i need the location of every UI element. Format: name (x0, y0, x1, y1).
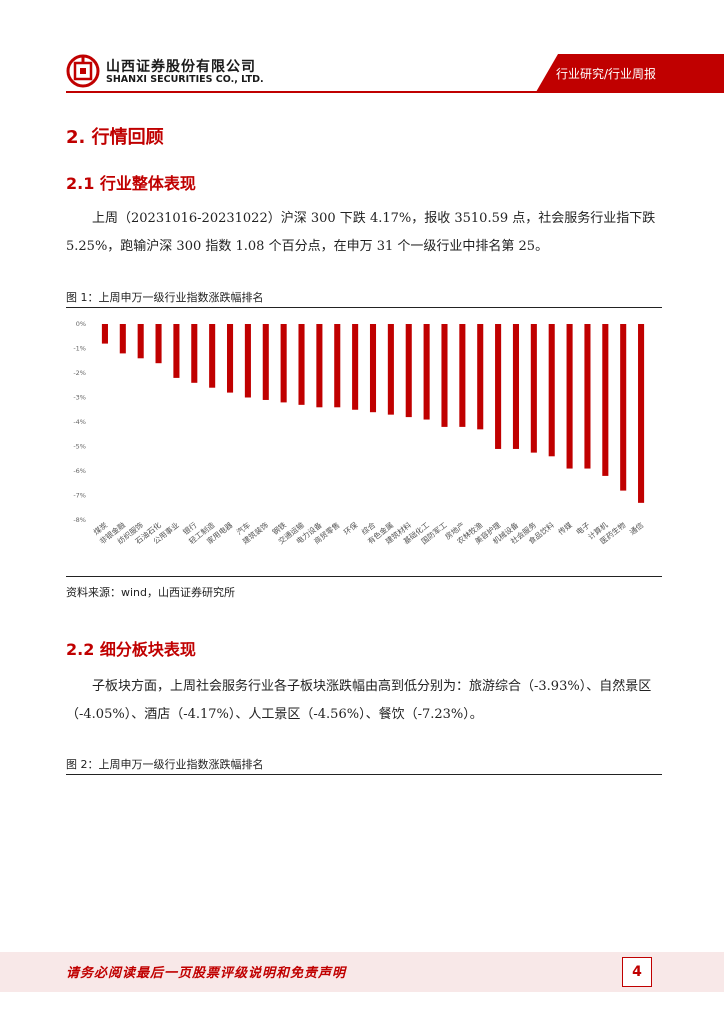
bar (352, 324, 359, 410)
bar (441, 324, 448, 427)
bar (387, 324, 394, 415)
overall-paragraph: 上周（20231016-20231022）沪深 300 下跌 4.17%，报收 … (66, 211, 656, 254)
bar (262, 324, 269, 400)
bar (566, 324, 573, 469)
footer-band (0, 952, 724, 992)
company-name-cn: 山西证券股份有限公司 (106, 59, 256, 75)
y-tick-label: -4% (73, 418, 86, 426)
header-divider (66, 91, 724, 93)
bar (584, 324, 591, 469)
bar (512, 324, 520, 449)
bar (423, 324, 430, 420)
bar (191, 324, 198, 383)
y-tick-label: -8% (73, 516, 86, 524)
segments-paragraph: 子板块方面，上周社会服务行业各子板块涨跌幅由高到低分别为：旅游综合（-3.93%… (66, 679, 652, 722)
company-logo-icon (66, 54, 100, 88)
x-category-label: 传媒 (556, 519, 574, 536)
y-tick-label: -2% (73, 369, 86, 377)
y-tick-label: -5% (73, 443, 86, 451)
report-category: 行业研究/行业周报 (556, 67, 657, 81)
bar (405, 324, 412, 418)
x-category-label: 通信 (627, 519, 645, 536)
bar (477, 324, 484, 430)
x-category-label: 环保 (342, 520, 360, 537)
bar (101, 324, 108, 344)
bar (226, 324, 234, 393)
y-tick-label: 0% (76, 320, 86, 328)
bar (602, 324, 609, 476)
bar (137, 324, 144, 359)
bar (173, 324, 180, 378)
figure-2-caption: 图 2：上周申万一级行业指数涨跌幅排名 (66, 758, 264, 771)
y-tick-label: -3% (73, 394, 86, 402)
bar (530, 324, 537, 453)
bar (280, 324, 287, 403)
figure-2-rule (66, 774, 662, 775)
bar (369, 324, 377, 413)
subsection-title-segments: 2.2 细分板块表现 (66, 640, 196, 659)
bar (620, 324, 627, 491)
figure-1-caption: 图 1：上周申万一级行业指数涨跌幅排名 (66, 291, 264, 304)
section-title: 2. 行情回顾 (66, 127, 164, 148)
bar (459, 324, 466, 427)
figure-1-top-rule (66, 307, 662, 308)
subsection-title-overall: 2.1 行业整体表现 (66, 174, 196, 193)
bar (209, 324, 216, 388)
company-name-en: SHANXI SECURITIES CO., LTD. (106, 74, 264, 85)
bar (316, 324, 323, 408)
y-tick-label: -1% (73, 345, 86, 353)
bar (298, 324, 305, 405)
industry-ranking-chart: 0%-1%-2%-3%-4%-5%-6%-7%-8%煤炭非银金融纺织服饰石油石化… (73, 320, 645, 546)
page-header: 山西证券股份有限公司 SHANXI SECURITIES CO., LTD. 行… (0, 0, 724, 96)
header-band (536, 54, 724, 92)
bar (334, 324, 341, 408)
footer-disclaimer: 请务必阅读最后一页股票评级说明和免责声明 (66, 966, 347, 981)
y-tick-label: -6% (73, 467, 86, 475)
bar (638, 324, 645, 503)
figure-1-bottom-rule (66, 576, 662, 577)
y-tick-label: -7% (73, 492, 86, 500)
page-number: 4 (622, 957, 652, 987)
bar (548, 324, 555, 457)
bar (495, 324, 502, 449)
bar (244, 324, 251, 398)
figure-1-source: 资料来源：wind，山西证券研究所 (66, 586, 236, 599)
bar (155, 324, 162, 364)
bar (119, 324, 126, 354)
